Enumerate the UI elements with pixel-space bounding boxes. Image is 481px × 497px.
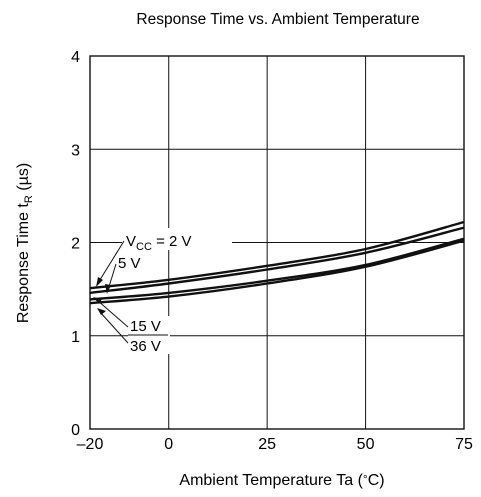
x-tick-label: 75 — [455, 436, 473, 453]
x-tick-label: 25 — [258, 436, 276, 453]
y-tick-label: 4 — [71, 49, 80, 66]
36v-label: 36 V — [130, 338, 161, 355]
x-tick-label: 50 — [357, 436, 375, 453]
x-tick-label: –20 — [77, 436, 104, 453]
y-axis-label: Response Time tR (µs) — [15, 163, 35, 323]
y-tick-label: 1 — [71, 329, 80, 346]
x-axis-label: Ambient Temperature Ta (°C) — [179, 472, 384, 489]
5v-label: 5 V — [118, 255, 141, 272]
y-tick-label: 2 — [71, 236, 80, 253]
x-tick-label: 0 — [164, 436, 173, 453]
arrow-36v — [100, 312, 128, 343]
x-tick-labels: –20 0 25 50 75 — [77, 436, 473, 453]
arrowhead-5v — [105, 284, 111, 294]
chart-title: Response Time vs. Ambient Temperature — [136, 11, 419, 28]
y-tick-label: 3 — [71, 142, 80, 159]
arrowhead-36v — [97, 308, 106, 315]
15v-label: 15 V — [130, 318, 161, 335]
arrowhead-vcc-2v — [96, 277, 103, 287]
